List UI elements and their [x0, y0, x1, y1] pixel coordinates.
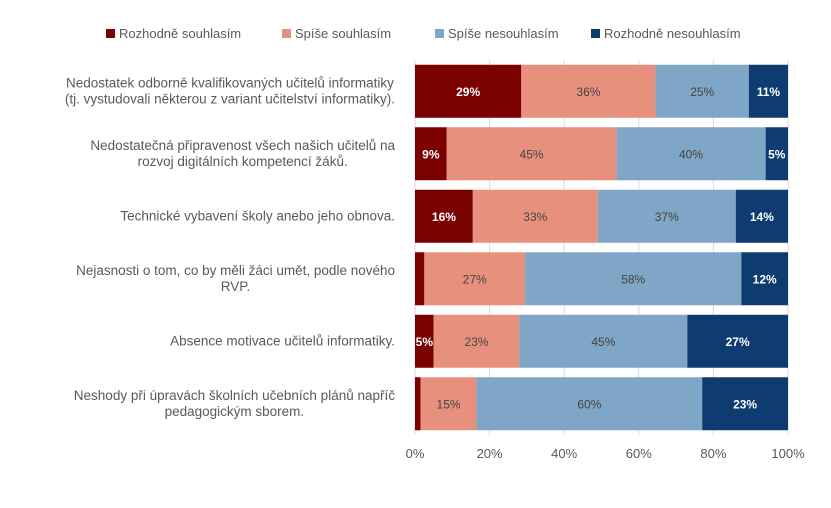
bar-segment	[415, 127, 447, 181]
data-label: 60%	[577, 397, 601, 411]
bar-segment	[446, 127, 617, 181]
bar-segment	[597, 189, 736, 243]
data-label: 9%	[422, 147, 440, 161]
data-label: 27%	[463, 272, 487, 286]
bar-segment	[420, 377, 477, 431]
bar-segment	[415, 252, 425, 306]
bar-segment	[415, 189, 473, 243]
legend-swatch	[591, 29, 600, 38]
legend-label: Rozhodně souhlasím	[119, 26, 241, 41]
legend-label: Spíše nesouhlasím	[448, 26, 559, 41]
category-label: pedagogickým sborem.	[165, 404, 305, 419]
x-tick-label: 100%	[771, 446, 805, 461]
data-label: 23%	[733, 397, 757, 411]
x-tick-label: 80%	[700, 446, 726, 461]
x-tick-label: 60%	[626, 446, 652, 461]
bar-segment	[525, 252, 742, 306]
bar-segment	[521, 64, 656, 118]
bar-segment	[687, 314, 788, 368]
legend-swatch	[435, 29, 444, 38]
category-label: Nedostatek odborně kvalifikovaných učite…	[66, 75, 394, 90]
category-label: Technické vybavení školy anebo jeho obno…	[120, 208, 395, 223]
bar-segment	[433, 314, 520, 368]
category-label: RVP.	[221, 279, 251, 294]
data-label: 45%	[591, 335, 615, 349]
data-label: 14%	[750, 210, 774, 224]
bar-segment	[476, 377, 703, 431]
data-label: 5%	[768, 147, 786, 161]
legend-label: Rozhodně nesouhlasím	[604, 26, 741, 41]
bar-segment	[748, 64, 788, 118]
data-label: 23%	[465, 335, 489, 349]
data-label: 45%	[520, 147, 544, 161]
bar-segment	[415, 377, 421, 431]
legend-swatch	[282, 29, 291, 38]
data-label: 36%	[576, 85, 600, 99]
bar-segment	[702, 377, 788, 431]
data-label: 33%	[523, 210, 547, 224]
x-tick-label: 20%	[477, 446, 503, 461]
legend-label: Spíše souhlasím	[295, 26, 391, 41]
bar-segment	[519, 314, 688, 368]
legend-swatch	[106, 29, 115, 38]
bar-segment	[415, 314, 434, 368]
data-label: 37%	[655, 210, 679, 224]
bar-segment	[472, 189, 598, 243]
category-label: Nedostatečná připravenost všech našich u…	[90, 138, 395, 153]
data-label: 58%	[621, 272, 645, 286]
category-label: Neshody při úpravách školních učebních p…	[74, 388, 395, 403]
bar-segment	[415, 64, 522, 118]
bar-segment	[424, 252, 526, 306]
bar-segment	[735, 189, 788, 243]
x-tick-label: 40%	[551, 446, 577, 461]
data-label: 27%	[726, 335, 750, 349]
bar-segment	[616, 127, 766, 181]
category-label: rozvoj digitálních kompetencí žáků.	[138, 154, 348, 169]
data-label: 40%	[679, 147, 703, 161]
bar-segment	[765, 127, 788, 181]
data-label: 15%	[437, 397, 461, 411]
data-label: 12%	[753, 272, 777, 286]
data-label: 5%	[416, 335, 434, 349]
category-label: Absence motivace učitelů informatiky.	[170, 333, 395, 348]
bar-segment	[655, 64, 749, 118]
data-label: 16%	[432, 210, 456, 224]
data-label: 11%	[757, 85, 781, 99]
category-label: Nejasnosti o tom, co by měli žáci umět, …	[76, 263, 395, 278]
category-label: (tj. vystudovali některou z variant učit…	[65, 91, 395, 106]
data-label: 29%	[456, 85, 480, 99]
bar-segment	[741, 252, 788, 306]
data-label: 25%	[690, 85, 714, 99]
x-tick-label: 0%	[406, 446, 425, 461]
